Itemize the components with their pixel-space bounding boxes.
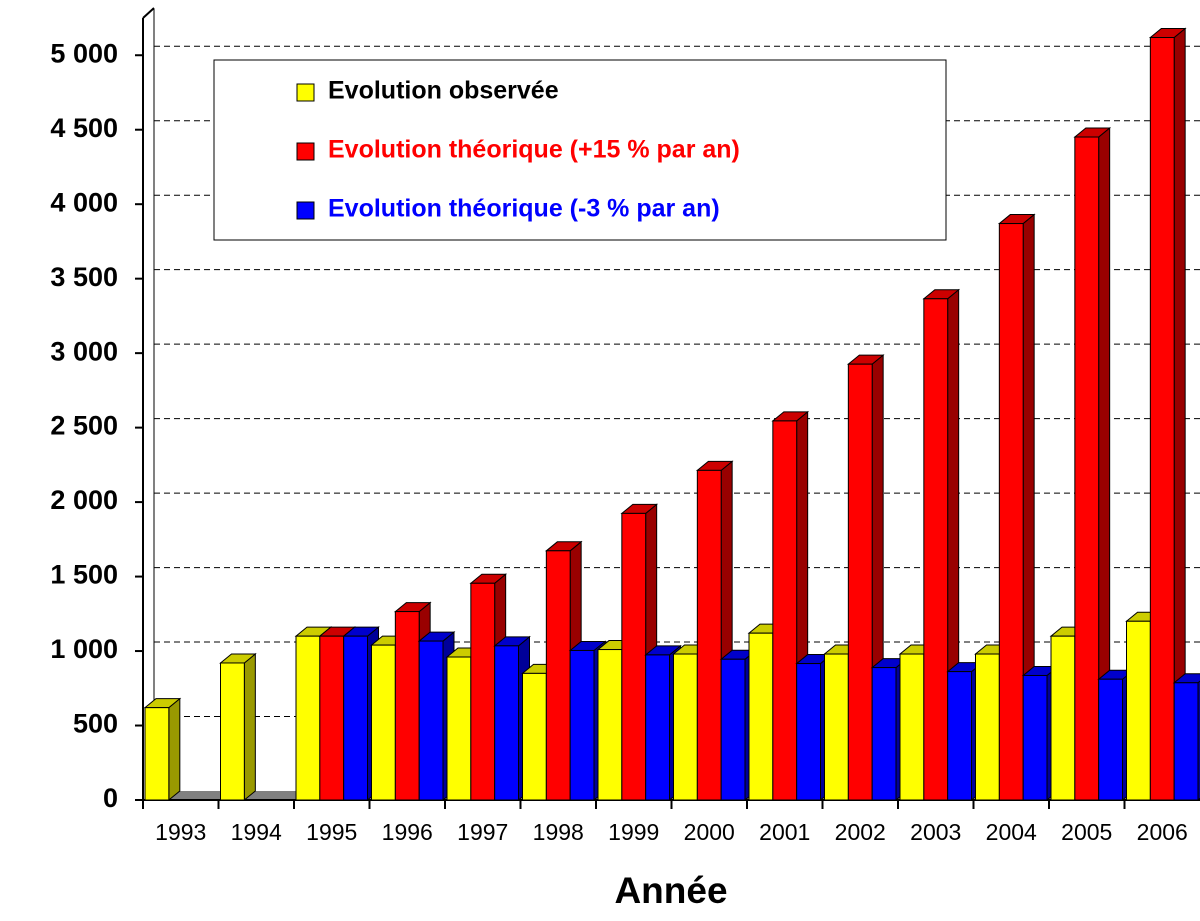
bar bbox=[720, 658, 746, 801]
bar-side bbox=[168, 697, 181, 802]
legend-box bbox=[213, 59, 947, 241]
bar bbox=[899, 653, 925, 801]
bar bbox=[772, 420, 798, 801]
bar bbox=[522, 672, 547, 801]
y-tick-label: 2 500 bbox=[50, 411, 118, 441]
bar bbox=[220, 662, 245, 801]
bar bbox=[295, 635, 321, 801]
x-tick-label: 1995 bbox=[306, 819, 357, 845]
y-tick-label: 2 000 bbox=[50, 485, 118, 515]
x-tick-label: 2001 bbox=[759, 819, 810, 845]
bar bbox=[796, 663, 822, 801]
bar-side bbox=[243, 652, 256, 802]
x-tick-label: 2000 bbox=[684, 819, 735, 845]
bar bbox=[824, 653, 849, 801]
x-tick-label: 2005 bbox=[1061, 819, 1112, 845]
x-axis-label: Année bbox=[614, 870, 727, 911]
x-tick-label: 2004 bbox=[986, 819, 1037, 845]
x-tick-label: 1999 bbox=[608, 819, 659, 845]
y-tick-label: 3 500 bbox=[50, 262, 118, 292]
bar bbox=[847, 363, 873, 801]
legend-swatch bbox=[296, 142, 315, 161]
bar bbox=[947, 671, 973, 801]
x-tick-label: 1997 bbox=[457, 819, 508, 845]
bar bbox=[871, 667, 897, 801]
bar bbox=[748, 632, 774, 801]
bar bbox=[597, 649, 623, 801]
bar bbox=[645, 654, 671, 801]
x-tick-label: 2002 bbox=[835, 819, 886, 845]
bar bbox=[1022, 674, 1048, 801]
bar bbox=[418, 640, 444, 801]
bar bbox=[975, 653, 1000, 801]
bar bbox=[343, 635, 368, 801]
bar bbox=[1149, 37, 1175, 801]
x-tick-label: 1996 bbox=[382, 819, 433, 845]
y-tick-label: 3 000 bbox=[50, 336, 118, 366]
bar bbox=[1126, 620, 1151, 801]
y-tick-label: 4 500 bbox=[50, 113, 118, 143]
x-tick-label: 2003 bbox=[910, 819, 961, 845]
y-tick-label: 1 500 bbox=[50, 560, 118, 590]
y-tick-label: 500 bbox=[73, 709, 118, 739]
bar bbox=[371, 644, 396, 801]
x-tick-label: 1993 bbox=[155, 819, 206, 845]
legend-label: Evolution observée bbox=[328, 77, 559, 105]
y-axis-depth bbox=[142, 7, 155, 19]
x-tick-label: 2006 bbox=[1137, 819, 1188, 845]
bar bbox=[998, 223, 1024, 801]
y-tick-label: 4 000 bbox=[50, 187, 118, 217]
bar bbox=[1173, 682, 1199, 801]
bar bbox=[1050, 635, 1076, 801]
bar bbox=[1098, 678, 1123, 801]
bar bbox=[394, 611, 420, 801]
bar bbox=[673, 653, 698, 801]
y-tick-label: 0 bbox=[103, 783, 118, 813]
bar bbox=[696, 469, 722, 801]
bar bbox=[621, 512, 647, 801]
bar bbox=[319, 635, 345, 801]
x-tick-label: 1994 bbox=[231, 819, 282, 845]
bar bbox=[923, 298, 949, 801]
legend-swatch bbox=[296, 201, 315, 220]
bar bbox=[470, 582, 496, 801]
x-tick-label: 1998 bbox=[533, 819, 584, 845]
legend-swatch bbox=[296, 83, 315, 102]
legend-label: Evolution théorique (-3 % par an) bbox=[328, 195, 720, 223]
bar bbox=[144, 707, 170, 801]
bar bbox=[545, 550, 571, 801]
bar bbox=[569, 649, 595, 801]
y-tick-label: 5 000 bbox=[50, 38, 118, 68]
bar bbox=[494, 645, 519, 801]
bar bbox=[446, 656, 472, 801]
legend-label: Evolution théorique (+15 % par an) bbox=[328, 136, 740, 164]
bar bbox=[1074, 136, 1100, 801]
y-tick-label: 1 000 bbox=[50, 634, 118, 664]
